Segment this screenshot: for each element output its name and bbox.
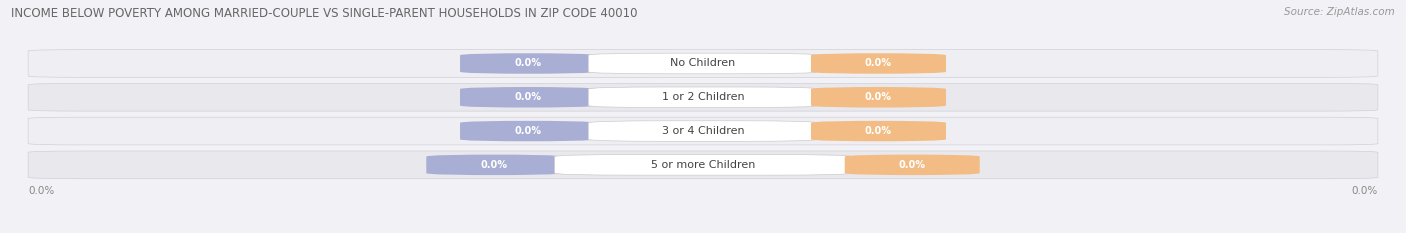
FancyBboxPatch shape xyxy=(28,50,1378,77)
Text: 0.0%: 0.0% xyxy=(865,58,891,69)
Text: 1 or 2 Children: 1 or 2 Children xyxy=(662,92,744,102)
Text: No Children: No Children xyxy=(671,58,735,69)
FancyBboxPatch shape xyxy=(460,121,595,141)
Text: 0.0%: 0.0% xyxy=(865,92,891,102)
FancyBboxPatch shape xyxy=(426,154,561,175)
Text: 0.0%: 0.0% xyxy=(515,126,541,136)
FancyBboxPatch shape xyxy=(588,121,818,141)
FancyBboxPatch shape xyxy=(811,121,946,141)
Text: 0.0%: 0.0% xyxy=(898,160,925,170)
Text: 5 or more Children: 5 or more Children xyxy=(651,160,755,170)
Text: INCOME BELOW POVERTY AMONG MARRIED-COUPLE VS SINGLE-PARENT HOUSEHOLDS IN ZIP COD: INCOME BELOW POVERTY AMONG MARRIED-COUPL… xyxy=(11,7,638,20)
FancyBboxPatch shape xyxy=(845,154,980,175)
FancyBboxPatch shape xyxy=(460,53,595,74)
Text: 3 or 4 Children: 3 or 4 Children xyxy=(662,126,744,136)
FancyBboxPatch shape xyxy=(554,154,852,175)
Text: 0.0%: 0.0% xyxy=(515,58,541,69)
FancyBboxPatch shape xyxy=(588,87,818,108)
Text: 0.0%: 0.0% xyxy=(515,92,541,102)
Text: 0.0%: 0.0% xyxy=(28,186,55,196)
Text: 0.0%: 0.0% xyxy=(865,126,891,136)
FancyBboxPatch shape xyxy=(28,151,1378,179)
FancyBboxPatch shape xyxy=(811,87,946,108)
Text: 0.0%: 0.0% xyxy=(481,160,508,170)
Text: Source: ZipAtlas.com: Source: ZipAtlas.com xyxy=(1284,7,1395,17)
Text: 0.0%: 0.0% xyxy=(1351,186,1378,196)
FancyBboxPatch shape xyxy=(460,87,595,108)
FancyBboxPatch shape xyxy=(28,117,1378,145)
FancyBboxPatch shape xyxy=(811,53,946,74)
FancyBboxPatch shape xyxy=(588,53,818,74)
FancyBboxPatch shape xyxy=(28,83,1378,111)
